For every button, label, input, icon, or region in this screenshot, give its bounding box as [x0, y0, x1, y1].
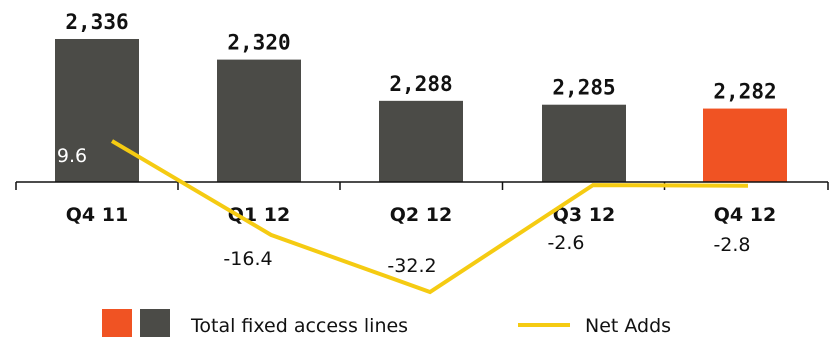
net-adds-value-label: -16.4 — [223, 248, 272, 270]
net-adds-value-label: 9.6 — [57, 145, 87, 167]
legend-label-bars: Total fixed access lines — [190, 315, 408, 337]
net-adds-value-label: -32.2 — [387, 255, 436, 277]
category-label: Q2 12 — [390, 204, 452, 226]
bar-q1-12 — [217, 59, 301, 183]
bar-value-label: 2,285 — [552, 76, 615, 100]
x-axis: Q4 11 Q1 12 Q2 12 Q3 12 Q4 12 — [15, 181, 829, 226]
bar-value-label: 2,320 — [227, 31, 290, 55]
bar-q4-11 — [55, 38, 139, 182]
category-label: Q3 12 — [553, 204, 615, 226]
bars-layer — [55, 38, 787, 183]
legend-swatch-bar — [140, 309, 170, 337]
net-adds-layer — [110, 139, 749, 295]
net-adds-value-label: -2.8 — [713, 234, 750, 256]
bar-value-label: 2,288 — [389, 72, 452, 96]
legend: Total fixed access lines Net Adds — [102, 309, 671, 337]
legend-swatch-highlight — [102, 309, 132, 337]
bar-q2-12 — [379, 100, 463, 182]
bar-q3-12 — [542, 104, 626, 182]
category-label: Q4 11 — [66, 204, 128, 226]
bar-value-label: 2,336 — [65, 10, 128, 34]
bar-q4-12 — [703, 108, 787, 182]
labels-layer: 2,336 2,320 2,288 2,285 2,282 9.6 -16.4 -32.2 -2… — [57, 10, 777, 277]
legend-label-line: Net Adds — [585, 315, 671, 337]
category-label: Q4 12 — [714, 204, 776, 226]
net-adds-value-label: -2.6 — [547, 232, 584, 254]
net-adds-line — [110, 139, 749, 295]
bar-value-label: 2,282 — [713, 80, 776, 104]
